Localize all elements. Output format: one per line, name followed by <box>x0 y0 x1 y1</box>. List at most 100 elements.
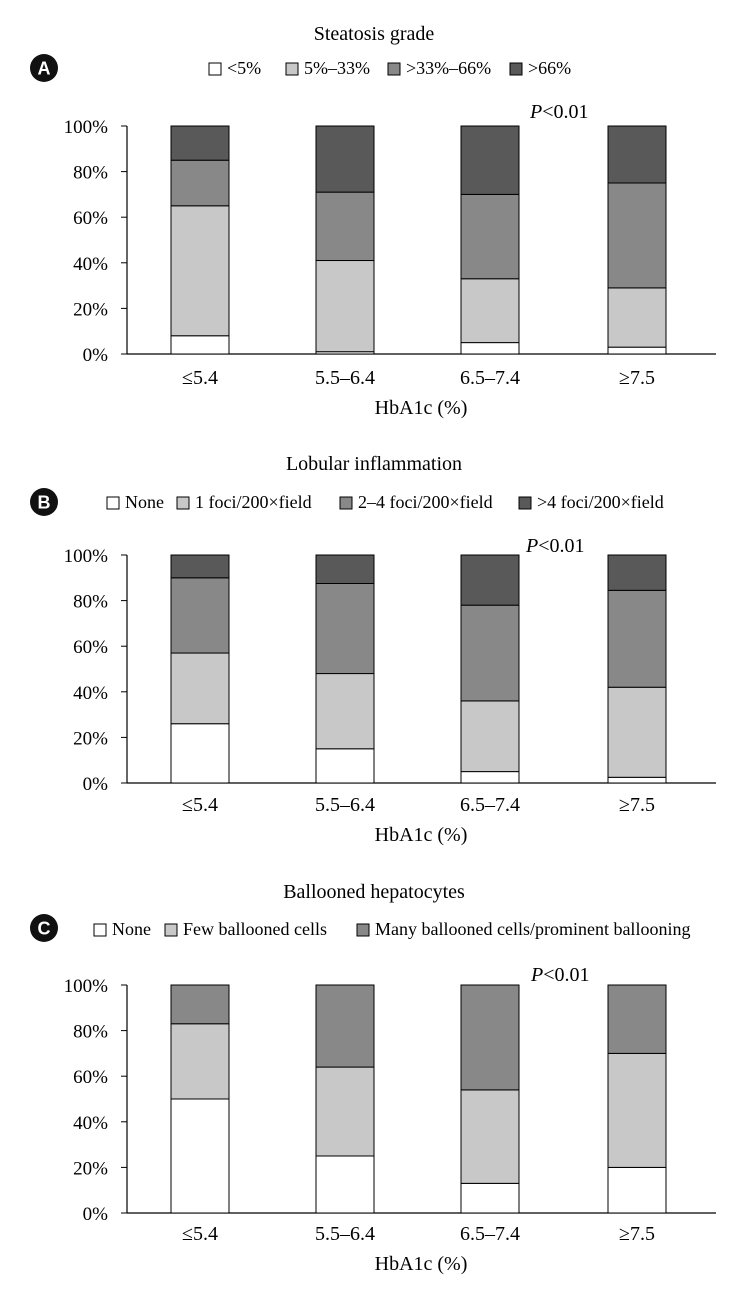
legend-swatch <box>164 923 178 937</box>
y-tick-label: 80% <box>73 1022 108 1043</box>
chart-title: Ballooned hepatocytes <box>283 881 465 903</box>
legend-entry: 2–4 foci/200×field <box>358 492 493 512</box>
x-tick-label: ≤5.4 <box>182 1223 218 1245</box>
y-tick-label: 100% <box>64 976 109 997</box>
p-value: <0.01 <box>543 964 589 986</box>
y-tick-label: 60% <box>73 637 108 658</box>
x-tick-label: 6.5–7.4 <box>460 367 520 389</box>
x-tick-label: ≥7.5 <box>619 367 655 389</box>
p-symbol: P <box>525 535 538 557</box>
x-tick-label: 5.5–6.4 <box>315 1223 375 1245</box>
bar-stack <box>607 125 667 355</box>
panel-letter-badge: C <box>30 914 58 942</box>
y-tick-label: 40% <box>73 1113 108 1134</box>
legend-entry: <5% <box>227 58 261 78</box>
bar-segment <box>170 1023 230 1100</box>
significance-annotation: P<0.01 <box>529 101 589 123</box>
bar-segment <box>315 191 375 262</box>
legend-swatch <box>176 496 190 510</box>
x-tick-label: 6.5–7.4 <box>460 794 520 816</box>
x-tick-label: 5.5–6.4 <box>315 794 375 816</box>
chart-title: Lobular inflammation <box>286 453 462 475</box>
bar-segment <box>460 342 520 355</box>
bar-segment <box>460 700 520 773</box>
legend-entry: 5%–33% <box>304 58 370 78</box>
bar-segment <box>460 1089 520 1184</box>
bar-segment <box>170 577 230 654</box>
significance-annotation: P<0.01 <box>525 535 585 557</box>
bar-segment <box>315 583 375 675</box>
bar-segment <box>170 723 230 784</box>
bar-stack <box>170 554 230 784</box>
x-axis-label: HbA1c (%) <box>375 397 468 419</box>
bar-segment <box>607 346 667 355</box>
x-tick-label: ≥7.5 <box>619 794 655 816</box>
panel-letter: A <box>38 59 51 79</box>
bar-stack <box>315 554 375 784</box>
bar-segment <box>315 1066 375 1157</box>
panel-letter-badge: B <box>30 488 58 516</box>
y-tick-label: 20% <box>73 299 108 320</box>
legend-swatch <box>356 923 370 937</box>
legend-entry: Many ballooned cells/prominent balloonin… <box>375 919 690 939</box>
bar-segment <box>607 1166 667 1214</box>
chart-panel-c: Ballooned hepatocytes C None Few ballooned … <box>30 881 716 1275</box>
legend-swatch <box>285 62 299 76</box>
chart-title: Steatosis grade <box>314 23 435 45</box>
bar-segment <box>460 604 520 702</box>
bar-stack <box>315 125 375 355</box>
legend-entry: None <box>125 492 164 512</box>
y-tick-label: 20% <box>73 1158 108 1179</box>
legend: None 1 foci/200×field 2–4 foci/200×field >4… <box>106 492 664 512</box>
bar-segment <box>460 554 520 606</box>
legend-entry: Few ballooned cells <box>183 919 327 939</box>
bar-segment <box>315 1155 375 1214</box>
chart-panel-b: Lobular inflammation B None 1 foci/200×fiel… <box>30 453 716 846</box>
x-tick-label: 5.5–6.4 <box>315 367 375 389</box>
bar-segment <box>460 984 520 1091</box>
bar-segment <box>607 287 667 348</box>
bar-segment <box>170 554 230 579</box>
legend-entry: None <box>112 919 151 939</box>
bar-segment <box>315 260 375 353</box>
bar-segment <box>170 125 230 161</box>
bar-segment <box>607 182 667 289</box>
bar-stack <box>460 984 520 1214</box>
legend-swatch <box>208 62 222 76</box>
y-tick-label: 100% <box>64 546 109 567</box>
bar-stack <box>315 984 375 1214</box>
bar-segment <box>460 278 520 344</box>
legend: <5% 5%–33% >33%–66% >66% <box>208 58 571 78</box>
panel-letter: B <box>38 493 51 513</box>
legend-swatch <box>106 496 120 510</box>
y-tick-label: 80% <box>73 592 108 613</box>
bar-segment <box>170 159 230 207</box>
bar-stack <box>460 554 520 784</box>
bar-segment <box>607 1052 667 1168</box>
p-symbol: P <box>530 964 543 986</box>
bar-segment <box>607 984 667 1054</box>
y-tick-label: 0% <box>83 1204 109 1225</box>
x-tick-label: ≤5.4 <box>182 794 218 816</box>
bar-stack <box>607 554 667 784</box>
bar-segment <box>170 1098 230 1214</box>
legend-entry: >66% <box>528 58 571 78</box>
legend-swatch <box>339 496 353 510</box>
p-symbol: P <box>529 101 542 123</box>
bar-segment <box>170 335 230 355</box>
bar-segment <box>607 589 667 688</box>
legend-swatch <box>387 62 401 76</box>
bar-segment <box>315 125 375 193</box>
legend-swatch <box>93 923 107 937</box>
bar-segment <box>170 652 230 725</box>
bar-segment <box>460 125 520 195</box>
bar-segment <box>315 748 375 784</box>
y-tick-label: 60% <box>73 1067 108 1088</box>
y-tick-label: 40% <box>73 254 108 275</box>
y-tick-label: 80% <box>73 163 108 184</box>
y-tick-label: 60% <box>73 208 108 229</box>
p-value: <0.01 <box>538 535 584 557</box>
bar-segment <box>460 1182 520 1214</box>
x-axis-label: HbA1c (%) <box>375 824 468 846</box>
x-axis-label: HbA1c (%) <box>375 1253 468 1275</box>
